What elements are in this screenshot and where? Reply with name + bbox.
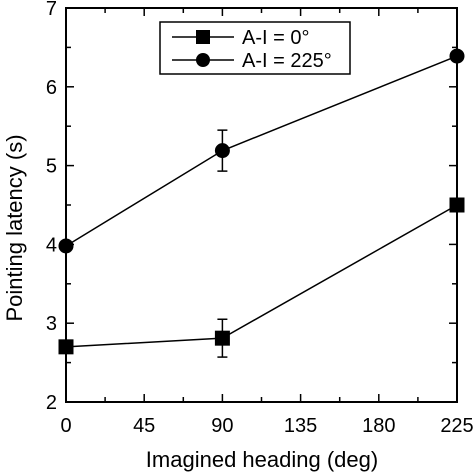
x-tick-label: 0 bbox=[60, 415, 71, 437]
x-tick-label: 180 bbox=[362, 415, 395, 437]
series-line bbox=[65, 204, 458, 348]
y-tick-label: 4 bbox=[46, 234, 57, 256]
legend-marker-square bbox=[196, 30, 210, 44]
legend-marker-circle bbox=[196, 53, 210, 67]
y-tick-label: 3 bbox=[46, 313, 57, 335]
legend-label: A-I = 0° bbox=[242, 27, 309, 49]
legend-label: A-I = 225° bbox=[242, 50, 332, 72]
data-point-circle bbox=[214, 143, 230, 159]
data-point-square bbox=[449, 197, 465, 213]
legend-box bbox=[159, 21, 351, 75]
series-1 bbox=[58, 197, 465, 358]
y-tick-label: 5 bbox=[46, 156, 57, 178]
y-tick-label: 6 bbox=[46, 77, 57, 99]
data-point-circle bbox=[58, 238, 74, 254]
y-tick-label: 7 bbox=[46, 0, 57, 20]
x-tick-label: 135 bbox=[284, 415, 317, 437]
series-2 bbox=[58, 48, 465, 254]
x-tick-label: 45 bbox=[133, 415, 155, 437]
y-tick-label: 2 bbox=[46, 392, 57, 414]
x-tick-label: 225 bbox=[440, 415, 473, 437]
data-point-square bbox=[214, 330, 230, 346]
data-point-square bbox=[58, 339, 74, 355]
series-layer bbox=[58, 48, 465, 358]
legend: A-I = 0°A-I = 225° bbox=[159, 21, 351, 75]
x-axis-label: Imagined heading (deg) bbox=[146, 447, 378, 472]
series-line bbox=[65, 55, 458, 247]
x-tick-label: 90 bbox=[211, 415, 233, 437]
y-axis-label: Pointing latency (s) bbox=[2, 134, 27, 321]
data-point-circle bbox=[449, 48, 465, 64]
